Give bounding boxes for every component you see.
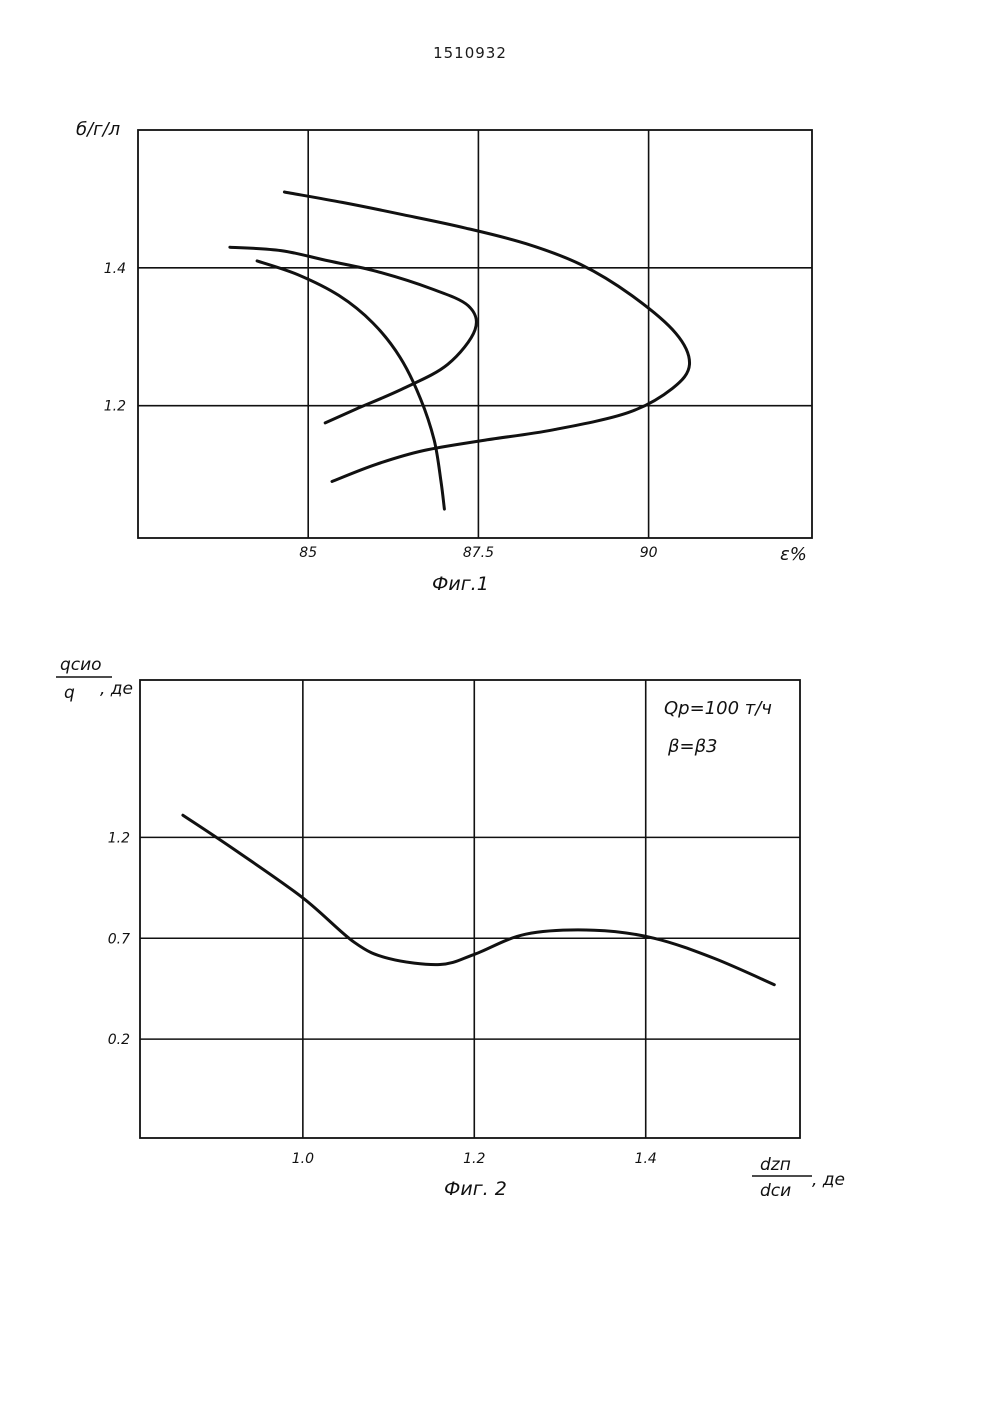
figure-1-grid bbox=[138, 130, 812, 538]
figure-1-x-axis-label: ε% bbox=[780, 544, 807, 565]
figure-2-x-tick-label: 1.4 bbox=[635, 1151, 657, 1167]
figure-1-curve-3 bbox=[284, 192, 689, 482]
figure-1-x-tick-label: 90 bbox=[640, 545, 658, 561]
figure-2-y-label-denominator: q bbox=[64, 683, 75, 703]
figure-2-y-label-numerator: qсио bbox=[60, 655, 102, 675]
figure-1-x-tick-label: 87.5 bbox=[463, 545, 494, 561]
figure-2-y-tick-label: 0.7 bbox=[108, 931, 130, 947]
figure-2-y-tick-label: 0.2 bbox=[108, 1032, 130, 1048]
figure-1-curve-1 bbox=[257, 261, 444, 509]
figure-2-curves bbox=[183, 815, 774, 985]
figure-2-ticks: 1.0 1.2 1.4 1.2 0.7 0.2 bbox=[108, 830, 657, 1167]
figure-2-y-label-unit: , де bbox=[100, 679, 133, 699]
figure-2-curve-1 bbox=[183, 815, 774, 985]
figure-2-x-label-unit: , де bbox=[812, 1170, 845, 1190]
figure-1-chart: б/г/л ε% Фиг.1 85 87.5 90 1.4 1.2 bbox=[0, 0, 1000, 620]
figure-2-caption: Фиг. 2 bbox=[444, 1178, 507, 1200]
figure-2-x-tick-label: 1.0 bbox=[292, 1151, 314, 1167]
figure-1-y-tick-label: 1.4 bbox=[104, 261, 126, 277]
figure-2-y-tick-label: 1.2 bbox=[108, 830, 130, 846]
figure-2-x-label-numerator: dzп bbox=[760, 1155, 791, 1175]
figure-1-x-tick-label: 85 bbox=[299, 545, 317, 561]
figure-2-chart: 1.0 1.2 1.4 1.2 0.7 0.2 qсио q , де Qр=100 т/… bbox=[0, 640, 1000, 1200]
figure-2-x-tick-label: 1.2 bbox=[463, 1151, 485, 1167]
figure-2-x-label-denominator: dси bbox=[760, 1181, 791, 1200]
figure-1-ticks: 85 87.5 90 1.4 1.2 bbox=[104, 261, 658, 561]
figure-1-y-axis-label: б/г/л bbox=[76, 119, 120, 140]
figure-1-caption: Фиг.1 bbox=[432, 573, 489, 595]
figure-1-y-tick-label: 1.2 bbox=[104, 399, 126, 415]
figure-2-annotation-beta: β=β3 bbox=[667, 736, 718, 757]
figure-1-curves bbox=[230, 192, 690, 509]
figure-1-plot-frame bbox=[138, 130, 812, 538]
figure-2-annotation-flow: Qр=100 т/ч bbox=[664, 698, 772, 719]
figure-1-curve-2 bbox=[230, 247, 477, 423]
